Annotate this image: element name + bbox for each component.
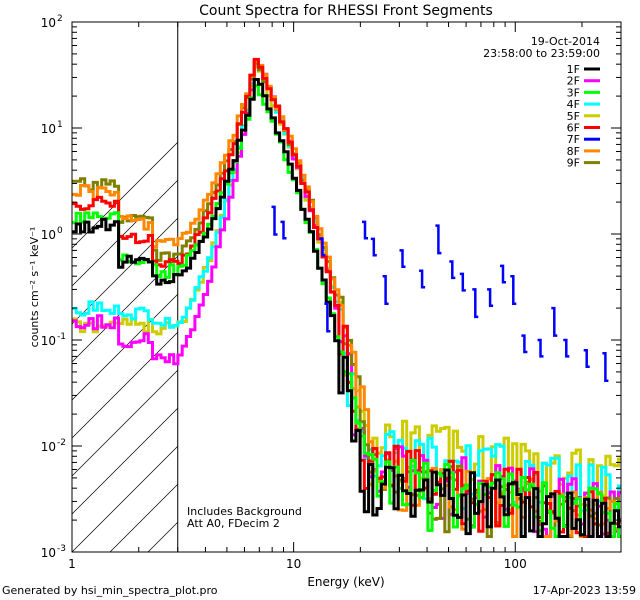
series-7F-segment — [500, 264, 506, 284]
y-tick-label: 10 — [41, 546, 56, 560]
y-tick-label-exponent: -3 — [57, 544, 66, 554]
y-tick-label-exponent: 1 — [57, 120, 63, 130]
legend-label-6F: 6F — [567, 122, 580, 135]
series-line-4F — [72, 62, 621, 526]
x-tick-label: 100 — [504, 557, 527, 571]
time-range-label: 23:58:00 to 23:59:00 — [483, 47, 600, 60]
excluded-energy-hatch — [72, 22, 621, 552]
x-axis-label: Energy (keV) — [307, 575, 384, 589]
series-7F-segment — [459, 272, 466, 292]
series-layer — [72, 57, 621, 538]
y-tick-label: 10 — [41, 440, 56, 454]
series-line-1F — [72, 78, 621, 538]
legend-label-8F: 8F — [567, 145, 580, 158]
series-7F-segment — [324, 302, 331, 333]
series-7F-segment — [563, 338, 570, 358]
legend-label-4F: 4F — [567, 98, 580, 111]
series-7F-segment — [271, 205, 278, 236]
series-7F-segment — [510, 274, 517, 305]
series-7F-segment — [280, 220, 287, 240]
series-7F-segment — [472, 288, 479, 319]
y-tick-label-exponent: 2 — [57, 14, 63, 24]
series-7F-segment — [319, 237, 326, 257]
y-tick-label-exponent: -2 — [57, 438, 66, 448]
series-7F-segment — [419, 269, 426, 289]
series-7F-segment — [487, 288, 494, 308]
annotation-attenuator: Att A0, FDecim 2 — [187, 517, 280, 530]
y-tick-label: 10 — [41, 334, 56, 348]
plot-frame — [71, 21, 622, 553]
x-tick-label: 1 — [68, 557, 76, 571]
annotation-background: Includes Background — [187, 505, 302, 518]
series-7F-segment — [370, 237, 377, 257]
legend-label-2F: 2F — [567, 75, 580, 88]
series-7F-segment — [382, 274, 389, 305]
footer-timestamp: 17-Apr-2023 13:59 — [532, 584, 636, 597]
x-tick-label: 10 — [286, 557, 301, 571]
legend-label-9F: 9F — [567, 157, 580, 170]
y-tick-label: 10 — [41, 228, 56, 242]
chart-title: Count Spectra for RHESSI Front Segments — [199, 3, 493, 19]
series-7F-segment — [362, 220, 368, 240]
date-label: 19-Oct-2014 — [531, 35, 600, 48]
y-tick-label: 10 — [41, 16, 56, 30]
y-tick-label: 10 — [41, 122, 56, 136]
y-tick-label-exponent: 0 — [57, 226, 63, 236]
series-7F-segment — [449, 260, 456, 280]
footer-generated-by: Generated by hsi_min_spectra_plot.pro — [2, 584, 218, 597]
y-tick-label-exponent: -1 — [57, 332, 66, 342]
series-7F-segment — [435, 224, 442, 255]
legend-label-5F: 5F — [567, 110, 580, 123]
y-axis-label: counts cm⁻² s⁻¹ keV⁻¹ — [28, 227, 41, 348]
series-7F-segment — [521, 334, 528, 354]
legend-label-1F: 1F — [567, 63, 580, 76]
series-7F-segment — [551, 306, 558, 337]
legend-label-7F: 7F — [567, 133, 580, 146]
legend-label-3F: 3F — [567, 86, 580, 99]
series-7F-segment — [583, 349, 590, 368]
series-7F-segment — [537, 338, 544, 358]
series-7F-segment — [399, 249, 406, 269]
series-7F-segment — [602, 351, 609, 383]
